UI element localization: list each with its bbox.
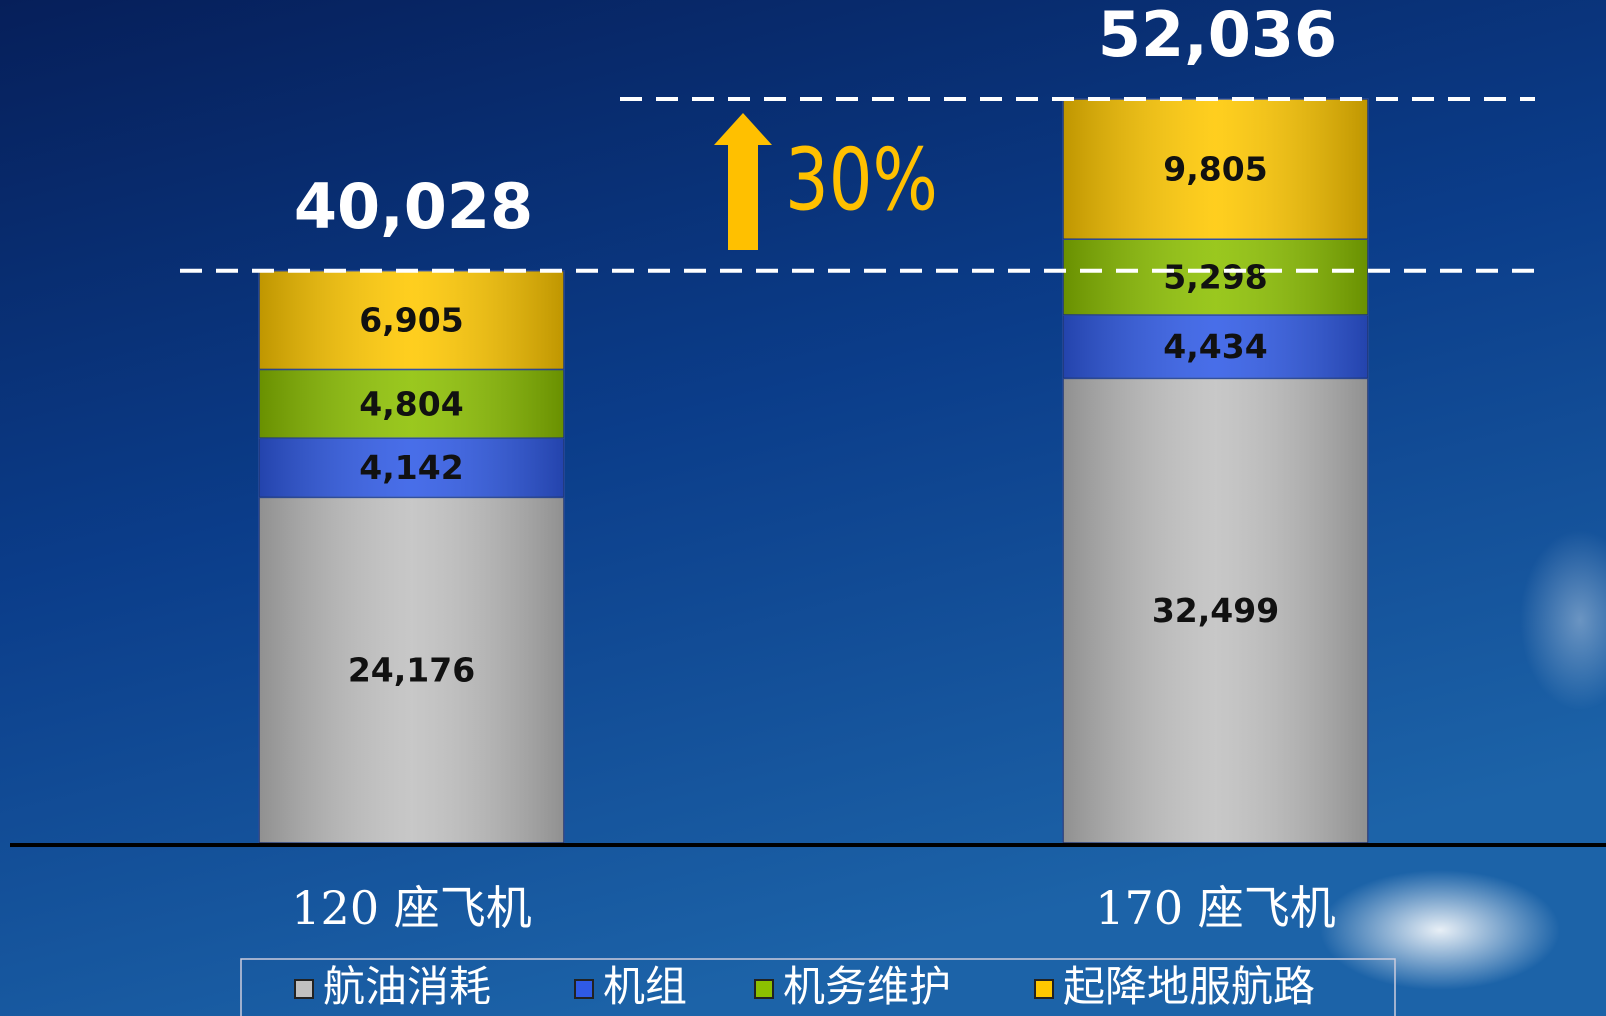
x-tick-label: 120 座飞机 [291,881,531,935]
shade [1063,314,1368,379]
cloud [1320,870,1560,990]
shade [1063,99,1368,240]
legend-swatch [754,979,774,999]
value-label: 5,298 [1163,258,1267,297]
legend-swatch [1034,979,1054,999]
total-label: 40,028 [294,170,533,243]
legend-label: 机务维护 [783,962,951,1011]
legend-box [240,958,1396,1016]
shade [1063,239,1368,315]
annotation: 30% [785,131,938,230]
legend-label: 起降地服航路 [1063,962,1315,1011]
x-tick-label: 170 座飞机 [1095,881,1335,935]
value-label: 4,434 [1163,327,1267,366]
increase-arrow [714,113,772,250]
cloud [1520,530,1606,710]
legend-swatch [574,979,594,999]
value-label: 24,176 [348,651,475,690]
shade [259,270,564,370]
shade [1063,378,1368,843]
value-label: 4,142 [359,448,463,487]
legend-label: 航油消耗 [323,962,491,1011]
total-label: 52,036 [1098,0,1337,71]
shade [259,369,564,439]
value-label: 4,804 [359,384,463,423]
value-label: 6,905 [359,301,463,340]
legend-swatch [294,979,314,999]
value-label: 9,805 [1163,150,1267,189]
value-label: 32,499 [1152,591,1279,630]
shade [259,497,564,843]
shade [259,438,564,498]
legend-label: 机组 [603,962,687,1011]
